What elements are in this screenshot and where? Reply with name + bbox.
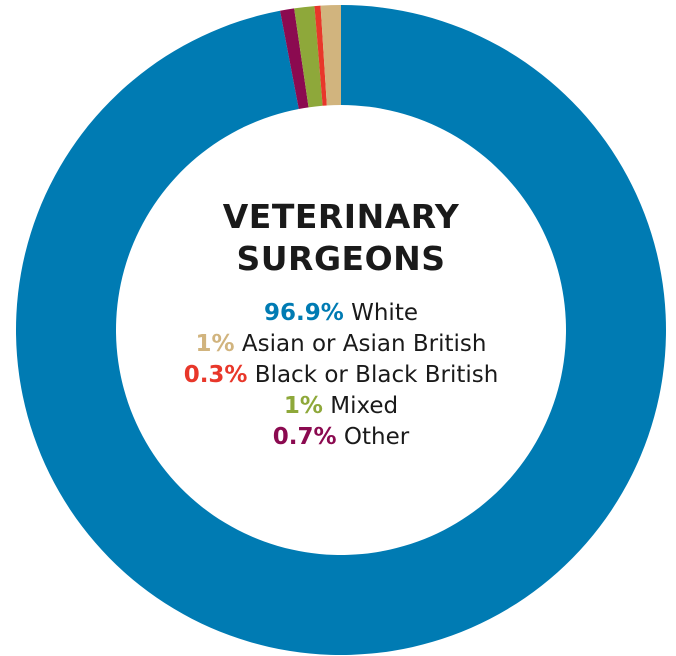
legend-value: 96.9%	[264, 300, 344, 326]
chart-title-line-2: SURGEONS	[236, 239, 446, 278]
legend-label: Asian or Asian British	[241, 331, 487, 357]
legend-label: White	[351, 300, 418, 326]
legend-item-asian: 1% Asian or Asian British	[120, 329, 562, 360]
legend-value: 0.7%	[272, 424, 337, 450]
chart-center-label: VETERINARY SURGEONS 96.9% White 1% Asian…	[120, 196, 562, 453]
legend-item-mixed: 1% Mixed	[120, 391, 562, 422]
legend-value: 0.3%	[183, 362, 248, 388]
legend-label: Black or Black British	[254, 362, 499, 388]
legend-label: Mixed	[330, 393, 399, 419]
chart-title: VETERINARY SURGEONS	[120, 196, 562, 280]
chart-title-line-1: VETERINARY	[222, 197, 460, 236]
donut-slice-asian-or-asian-british	[320, 5, 341, 106]
donut-slice-other	[280, 8, 309, 109]
legend-value: 1%	[195, 331, 235, 357]
legend: 96.9% White 1% Asian or Asian British 0.…	[120, 298, 562, 453]
legend-item-other: 0.7% Other	[120, 422, 562, 453]
legend-label: Other	[343, 424, 410, 450]
legend-item-white: 96.9% White	[120, 298, 562, 329]
donut-slice-white	[16, 5, 667, 656]
donut-slice-mixed	[294, 6, 323, 108]
donut-slice-black-or-black-british	[314, 5, 327, 106]
legend-item-black: 0.3% Black or Black British	[120, 360, 562, 391]
legend-value: 1%	[283, 393, 323, 419]
